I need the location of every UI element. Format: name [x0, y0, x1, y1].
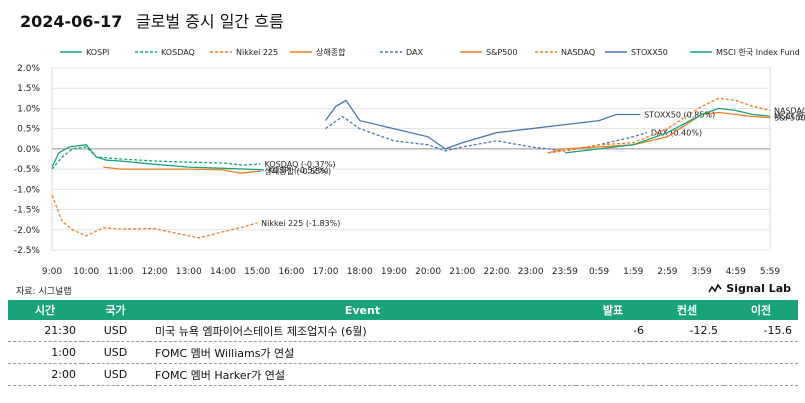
- series-end-label: 상해종합 (-0.55%): [265, 166, 332, 176]
- series-end-label: KOSDAQ (-0.37%): [265, 160, 336, 169]
- cell-country: USD: [82, 320, 149, 342]
- col-time: 시간: [8, 300, 82, 320]
- report-title: 글로벌 증시 일간 흐름: [135, 12, 284, 31]
- cell-actual: -6: [576, 320, 650, 342]
- economic-calendar-table: 시간 국가 Event 발표 컨센 이전 21:30 USD 미국 뉴욕 엠파이…: [8, 300, 798, 386]
- x-tick-label: 18:00: [347, 267, 373, 277]
- x-tick-label: 12:00: [142, 267, 168, 277]
- legend-label: STOXX50: [631, 48, 668, 57]
- legend-label: KOSDAQ: [161, 48, 195, 57]
- y-tick-label: -1.0%: [14, 185, 41, 195]
- market-line-chart: 2.0% 1.5% 1.0% 0.5% 0.0% -0.5% -1.0% -1.5% -2.0%…: [14, 47, 805, 277]
- cell-consensus: [650, 341, 724, 364]
- col-event: Event: [149, 300, 576, 320]
- cell-country: USD: [82, 341, 149, 364]
- y-tick-label: 0.5%: [17, 125, 40, 135]
- cell-consensus: -12.5: [650, 320, 724, 342]
- cell-actual: [576, 341, 650, 364]
- cell-previous: -15.6: [724, 320, 798, 342]
- y-tick-label: 1.5%: [17, 84, 40, 94]
- series-end-label: STOXX50 (0.85%): [644, 111, 715, 120]
- table-row: 2:00 USD FOMC 멤버 Harker가 연설: [8, 363, 798, 386]
- report-date: 2024-06-17: [20, 12, 123, 31]
- series-line: [547, 97, 771, 154]
- cell-country: USD: [82, 363, 149, 386]
- series-line: [564, 107, 771, 154]
- brand-logo: Signal Lab: [708, 282, 791, 295]
- x-tick-label: 21:00: [449, 267, 475, 277]
- series-end-label: MSCI 한국 Index Fund (0.81%): [774, 112, 805, 121]
- series-end-label: KOSPI (-0.52%): [268, 166, 328, 175]
- legend-label: S&P500: [486, 48, 517, 57]
- x-tick-label: 0:59: [589, 267, 609, 277]
- y-tick-label: -0.5%: [14, 165, 41, 175]
- x-tick-label: 1:59: [623, 267, 643, 277]
- series-end-label: DAX (0.40%): [651, 129, 702, 138]
- x-tick-label: 5:59: [760, 267, 780, 277]
- cell-time: 2:00: [8, 363, 82, 386]
- plot-area: [51, 67, 771, 251]
- brand-name: Signal Lab: [726, 282, 791, 295]
- x-tick-label: 15:00: [244, 267, 270, 277]
- table-row: 1:00 USD FOMC 멤버 Williams가 연설: [8, 341, 798, 364]
- series-line: [325, 115, 648, 152]
- y-tick-label: 1.0%: [17, 104, 40, 114]
- series-line: [51, 195, 258, 239]
- cell-time: 1:00: [8, 341, 82, 364]
- y-tick-label: -2.0%: [14, 226, 41, 236]
- x-tick-label: 23:00: [518, 267, 544, 277]
- x-tick-label: 19:00: [381, 267, 407, 277]
- series-line: [324, 99, 641, 150]
- series-line: [51, 146, 261, 170]
- series-line: [103, 166, 261, 174]
- x-tick-label: 4:59: [726, 267, 746, 277]
- cell-previous: [724, 341, 798, 364]
- legend-label: 상해종합: [316, 47, 346, 57]
- x-tick-label: 17:00: [313, 267, 339, 277]
- x-tick-label: 3:59: [692, 267, 712, 277]
- col-previous: 이전: [724, 300, 798, 320]
- x-tick-label: 20:00: [415, 267, 441, 277]
- cell-consensus: [650, 363, 724, 386]
- legend-label: Nikkei 225: [236, 48, 278, 57]
- x-tick-label: 22:00: [484, 267, 510, 277]
- x-tick-label: 16:00: [278, 267, 304, 277]
- cell-time: 21:30: [8, 320, 82, 342]
- y-tick-label: -1.5%: [14, 206, 41, 216]
- cell-event: 미국 뉴욕 엠파이어스테이트 제조업지수 (6월): [149, 320, 576, 342]
- series-end-label: Nikkei 225 (-1.83%): [261, 219, 340, 228]
- chart-title-block: 2024-06-17 글로벌 증시 일간 흐름: [20, 8, 284, 32]
- x-tick-label: 13:00: [176, 267, 202, 277]
- y-tick-label: -2.5%: [14, 246, 41, 256]
- x-tick-label: 14:00: [210, 267, 236, 277]
- cell-event: FOMC 멤버 Williams가 연설: [149, 341, 576, 364]
- table-header-row: 시간 국가 Event 발표 컨센 이전: [8, 300, 798, 320]
- cell-event: FOMC 멤버 Harker가 연설: [149, 363, 576, 386]
- x-tick-label: 23:59: [552, 267, 578, 277]
- series-line: [51, 144, 265, 171]
- legend-label: MSCI 한국 Index Fund: [716, 48, 800, 57]
- x-tick-label: 2:59: [657, 267, 677, 277]
- cell-actual: [576, 363, 650, 386]
- x-tick-label: 10:00: [73, 267, 99, 277]
- legend-label: KOSPI: [86, 48, 109, 57]
- source-note: 자료: 시그널랩: [16, 287, 72, 297]
- series-line: [547, 111, 771, 154]
- series-end-label: S&P500 (0.77%): [774, 114, 805, 123]
- col-actual: 발표: [576, 300, 650, 320]
- cell-previous: [724, 363, 798, 386]
- y-tick-label: 2.0%: [17, 64, 40, 74]
- table-row: 21:30 USD 미국 뉴욕 엠파이어스테이트 제조업지수 (6월) -6 -…: [8, 320, 798, 342]
- y-tick-label: 0.0%: [17, 145, 40, 155]
- col-country: 국가: [82, 300, 149, 320]
- col-consensus: 컨센: [650, 300, 724, 320]
- series-end-label: NASDAQ (0.95%): [774, 106, 805, 115]
- legend-label: NASDAQ: [561, 48, 595, 57]
- x-tick-label: 9:00: [42, 267, 62, 277]
- x-tick-label: 11:00: [107, 267, 133, 277]
- signal-icon: [708, 282, 722, 293]
- legend-label: DAX: [406, 48, 423, 57]
